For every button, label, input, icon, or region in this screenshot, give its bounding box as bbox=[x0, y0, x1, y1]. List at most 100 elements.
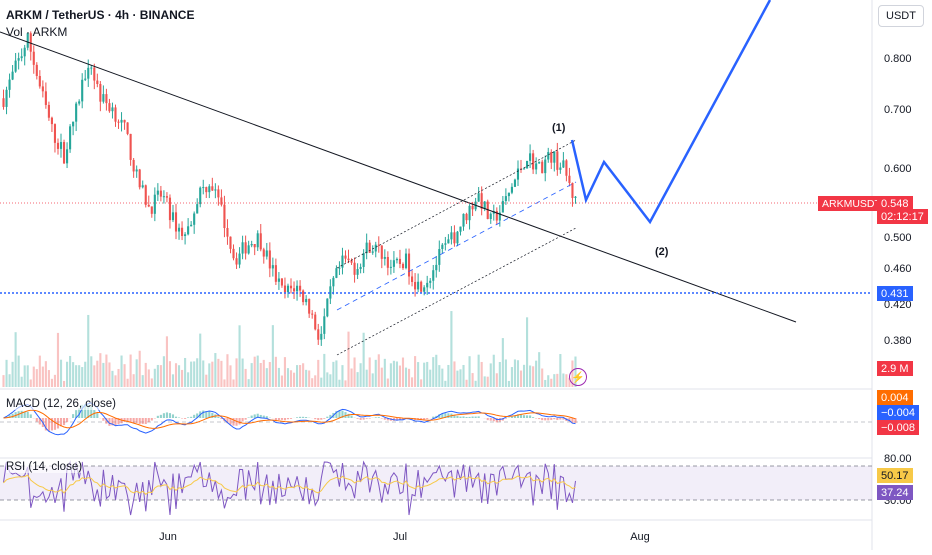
volume-bar bbox=[166, 336, 168, 387]
candle-body bbox=[535, 163, 537, 169]
volume-bar bbox=[290, 370, 292, 387]
volume-bar bbox=[502, 338, 504, 387]
candle-body bbox=[263, 249, 265, 256]
candle-body bbox=[417, 282, 419, 290]
macd-histogram-bar bbox=[520, 415, 522, 418]
candle-body bbox=[444, 243, 446, 244]
volume-bar bbox=[287, 368, 289, 387]
candle-body bbox=[363, 253, 365, 267]
macd-histogram-bar bbox=[54, 418, 56, 430]
candle-body bbox=[254, 244, 256, 247]
macd-histogram-bar bbox=[193, 415, 195, 418]
volume-bar bbox=[232, 379, 234, 387]
candle-body bbox=[205, 187, 207, 192]
volume-bar bbox=[30, 379, 32, 387]
candle-body bbox=[145, 185, 147, 205]
candle-body bbox=[90, 68, 92, 69]
candle-body bbox=[187, 226, 189, 234]
volume-bar bbox=[139, 351, 141, 387]
volume-bar bbox=[517, 360, 519, 387]
candle-body bbox=[435, 265, 437, 270]
volume-bar bbox=[133, 374, 135, 387]
volume-bar bbox=[239, 325, 241, 387]
macd-histogram-bar bbox=[529, 415, 531, 418]
volume-bar bbox=[456, 371, 458, 387]
volume-bar bbox=[178, 365, 180, 387]
candle-body bbox=[281, 278, 283, 285]
candle-body bbox=[133, 160, 135, 171]
candle-body bbox=[120, 120, 122, 123]
candle-body bbox=[372, 251, 374, 252]
volume-bar bbox=[63, 381, 65, 387]
macd-histogram-bar bbox=[550, 418, 552, 420]
volume-bar bbox=[36, 369, 38, 387]
candle-body bbox=[360, 267, 362, 269]
candle-body bbox=[399, 259, 401, 264]
volume-bar bbox=[226, 354, 228, 387]
macd-histogram-bar bbox=[63, 418, 65, 425]
volume-bar bbox=[148, 369, 150, 387]
candle-body bbox=[335, 268, 337, 278]
candle-body bbox=[154, 195, 156, 214]
candle-body bbox=[54, 124, 56, 143]
time-tick-label: Aug bbox=[630, 531, 650, 543]
rsi-value-2: 37.24 bbox=[877, 485, 913, 500]
macd-histogram-bar bbox=[169, 413, 171, 418]
volume-bar bbox=[208, 363, 210, 387]
macd-histogram-bar bbox=[36, 418, 38, 422]
macd-histogram-bar bbox=[187, 417, 189, 418]
volume-bar bbox=[396, 361, 398, 387]
candle-body bbox=[18, 58, 20, 61]
candle-body bbox=[314, 315, 316, 330]
volume-bar bbox=[66, 362, 68, 387]
candle-body bbox=[387, 257, 389, 268]
candle-body bbox=[181, 228, 183, 236]
candle-body bbox=[117, 122, 119, 123]
macd-histogram-bar bbox=[532, 417, 534, 418]
candle-body bbox=[384, 257, 386, 259]
candle-body bbox=[151, 206, 153, 213]
candle-body bbox=[450, 232, 452, 239]
volume-bar bbox=[60, 360, 62, 387]
lightning-icon[interactable]: ⚡ bbox=[569, 368, 587, 386]
volume-bar bbox=[372, 373, 374, 387]
macd-histogram-bar bbox=[139, 418, 141, 424]
volume-bar bbox=[163, 356, 165, 387]
volume-bar bbox=[529, 365, 531, 387]
candle-body bbox=[193, 213, 195, 224]
candle-body bbox=[272, 265, 274, 268]
candle-body bbox=[251, 244, 253, 245]
candle-body bbox=[5, 90, 7, 107]
volume-bar bbox=[496, 373, 498, 387]
macd-histogram-bar bbox=[166, 412, 168, 418]
volume-bar bbox=[538, 352, 540, 387]
candle-body bbox=[550, 152, 552, 163]
candle-body bbox=[390, 267, 392, 268]
candle-body bbox=[553, 151, 555, 162]
macd-histogram-bar bbox=[102, 418, 104, 421]
macd-histogram-bar bbox=[21, 411, 23, 418]
candle-body bbox=[199, 188, 201, 204]
candle-body bbox=[375, 245, 377, 252]
candle-body bbox=[465, 214, 467, 220]
price-tick-label: 0.380 bbox=[884, 335, 912, 347]
volume-bar bbox=[435, 355, 437, 387]
candle-body bbox=[305, 299, 307, 302]
volume-bar bbox=[196, 358, 198, 387]
candle-body bbox=[526, 161, 528, 168]
currency-button[interactable]: USDT bbox=[878, 5, 924, 27]
candle-body bbox=[39, 76, 41, 86]
volume-bar bbox=[242, 359, 244, 387]
candle-body bbox=[420, 282, 422, 292]
candle-body bbox=[532, 153, 534, 169]
macd-histogram-bar bbox=[217, 417, 219, 418]
volume-bar bbox=[332, 362, 334, 387]
macd-value-2: −0.004 bbox=[877, 405, 919, 420]
volume-bar bbox=[142, 375, 144, 387]
macd-histogram-bar bbox=[553, 418, 555, 419]
macd-histogram-bar bbox=[378, 417, 380, 418]
macd-histogram-bar bbox=[526, 415, 528, 418]
volume-bar bbox=[459, 369, 461, 387]
